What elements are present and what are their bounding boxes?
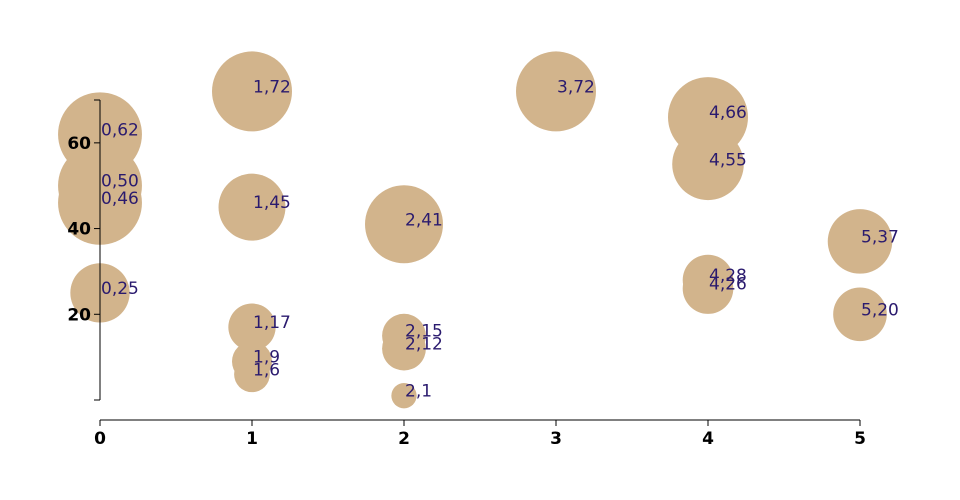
bubble-point xyxy=(365,185,443,264)
bubble-data-label: 2,12 xyxy=(405,335,443,355)
x-tick-label: 5 xyxy=(854,429,866,449)
x-tick-label: 3 xyxy=(550,429,562,449)
bubbles-layer xyxy=(58,51,893,409)
bubble-point xyxy=(391,383,417,409)
y-tick-label: 40 xyxy=(67,220,91,240)
bubble-data-label: 1,17 xyxy=(253,313,291,333)
bubble-data-label: 1,9 xyxy=(253,347,280,367)
bubble-point xyxy=(827,209,893,274)
bubble-point xyxy=(833,287,887,342)
bubble-point xyxy=(516,51,596,132)
bubble-labels-layer: 0,62 0,500,46 0,25 1,72 1,45 1,17 1,91,6 2,41 2,… xyxy=(101,77,899,401)
y-tick-label: 60 xyxy=(67,134,91,154)
bubble-point xyxy=(212,51,292,132)
bubble-data-label: 0,50 xyxy=(101,172,139,192)
bubble-data-label: 5,37 xyxy=(861,227,899,247)
bubble-data-label: 2,41 xyxy=(405,210,443,230)
bubble-data-label: 1,72 xyxy=(253,77,291,97)
bubble-data-label: 2,1 xyxy=(405,382,432,402)
axes-layer: 20 40 60 0 1 2 3 4 5 xyxy=(67,99,866,449)
bubble-data-label: 1,45 xyxy=(253,193,291,213)
x-tick-label: 4 xyxy=(702,429,714,449)
bubble-data-label: 4,26 xyxy=(709,275,747,295)
bubble-data-label: 0,46 xyxy=(101,189,139,209)
bubble-data-label: 0,25 xyxy=(101,279,139,299)
x-tick-label: 1 xyxy=(246,429,258,449)
bubble-point xyxy=(682,263,734,314)
bubble-data-label: 3,72 xyxy=(557,77,595,97)
y-tick-label: 20 xyxy=(67,305,91,325)
bubble-point xyxy=(218,173,286,241)
x-tick-label: 2 xyxy=(398,429,410,449)
x-tick-label: 0 xyxy=(94,429,106,449)
bubble-data-label: 4,55 xyxy=(709,150,747,170)
bubble-data-label: 2,15 xyxy=(405,322,443,342)
bubble-point xyxy=(228,303,276,351)
bubble-data-label: 0,62 xyxy=(101,120,139,140)
bubble-point xyxy=(382,326,426,371)
bubble-data-label: 4,28 xyxy=(709,266,747,286)
bubble-data-label: 1,6 xyxy=(253,360,280,380)
bubble-data-label: 4,66 xyxy=(709,103,747,123)
bubble-point xyxy=(672,128,744,201)
bubble-point xyxy=(234,356,270,393)
bubble-data-label: 5,20 xyxy=(861,300,899,320)
